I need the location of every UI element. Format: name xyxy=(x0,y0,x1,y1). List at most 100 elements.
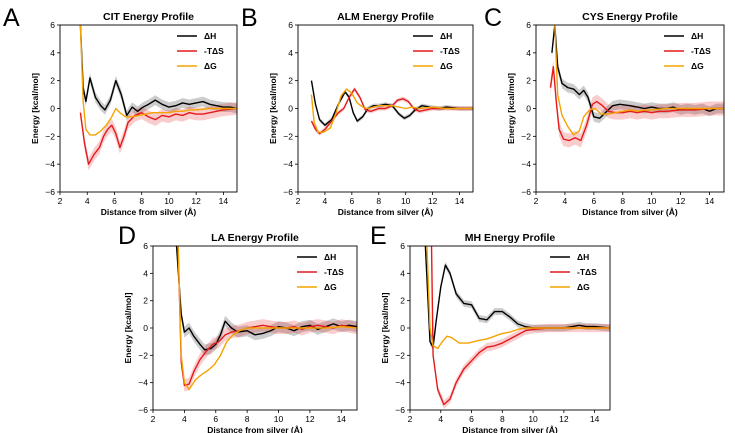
x-tick-label: 14 xyxy=(337,414,347,424)
y-tick-label: −4 xyxy=(45,159,55,169)
legend-label: ΔG xyxy=(204,61,217,71)
x-tick-label: 8 xyxy=(376,196,381,206)
y-tick-label: 2 xyxy=(400,296,405,306)
y-tick-label: 2 xyxy=(288,76,293,86)
series-line-2 xyxy=(177,246,357,391)
series-band-1 xyxy=(550,59,724,148)
x-tick-label: 12 xyxy=(191,196,201,206)
plot-area xyxy=(549,25,724,148)
x-tick-label: 14 xyxy=(219,196,229,206)
x-tick-label: 2 xyxy=(151,414,156,424)
series-band-1 xyxy=(178,246,357,392)
legend-label: ΔG xyxy=(324,282,337,292)
y-tick-label: −2 xyxy=(45,131,55,141)
panel-letter: D xyxy=(118,222,136,250)
legend-label: -TΔS xyxy=(204,46,224,56)
y-tick-label: −2 xyxy=(521,131,531,141)
x-tick-label: 4 xyxy=(438,414,443,424)
x-tick-label: 2 xyxy=(534,196,539,206)
x-tick-label: 4 xyxy=(85,196,90,206)
legend-label: ΔH xyxy=(440,31,452,41)
y-tick-label: −6 xyxy=(283,187,293,197)
y-tick-label: 2 xyxy=(143,296,148,306)
panel-title: CYS Energy Profile xyxy=(582,11,678,23)
x-axis-label: Distance from silver (Å) xyxy=(582,207,678,217)
x-tick-label: 8 xyxy=(620,196,625,206)
y-tick-label: 2 xyxy=(50,76,55,86)
y-tick-label: 6 xyxy=(288,20,293,30)
legend-label: ΔH xyxy=(577,252,589,262)
y-tick-label: 6 xyxy=(143,241,148,251)
y-tick-label: 6 xyxy=(50,20,55,30)
series-line-1 xyxy=(177,246,357,387)
legend-label: -TΔS xyxy=(324,267,344,277)
y-tick-label: 4 xyxy=(288,48,293,58)
x-tick-label: 8 xyxy=(139,196,144,206)
plot-area xyxy=(424,246,610,409)
plot-area xyxy=(79,25,237,171)
y-tick-label: −6 xyxy=(45,187,55,197)
y-tick-label: 2 xyxy=(526,76,531,86)
y-axis-label: Energy [kcal/mol] xyxy=(123,292,133,363)
x-axis-label: Distance from silver (Å) xyxy=(462,425,558,433)
x-tick-label: 2 xyxy=(408,414,413,424)
x-axis-label: Distance from silver (Å) xyxy=(338,207,434,217)
series-line-0 xyxy=(79,25,237,117)
series-line-0 xyxy=(424,246,610,348)
series-band-0 xyxy=(311,78,473,128)
panel-title: LA Energy Profile xyxy=(211,232,299,244)
x-tick-label: 14 xyxy=(705,196,715,206)
x-tick-label: 10 xyxy=(401,196,411,206)
x-tick-label: 12 xyxy=(559,414,569,424)
x-axis-label: Distance from silver (Å) xyxy=(101,207,197,217)
series-band-0 xyxy=(425,246,610,351)
y-tick-label: 6 xyxy=(400,241,405,251)
y-tick-label: −6 xyxy=(395,405,405,415)
x-tick-label: 10 xyxy=(164,196,174,206)
legend-label: ΔH xyxy=(691,31,703,41)
panel-title: MH Energy Profile xyxy=(465,232,556,244)
x-tick-label: 2 xyxy=(296,196,301,206)
panel-letter: B xyxy=(241,4,258,32)
panel-letter: E xyxy=(370,222,387,250)
x-tick-label: 6 xyxy=(349,196,354,206)
y-tick-label: −6 xyxy=(138,405,148,415)
legend-label: ΔG xyxy=(691,61,704,71)
x-tick-label: 10 xyxy=(528,414,538,424)
legend-label: -TΔS xyxy=(440,46,460,56)
y-tick-label: 4 xyxy=(526,48,531,58)
x-tick-label: 4 xyxy=(323,196,328,206)
x-tick-label: 12 xyxy=(428,196,438,206)
x-tick-label: 12 xyxy=(305,414,315,424)
plot-area xyxy=(175,246,357,392)
series-line-1 xyxy=(79,107,237,165)
y-tick-label: −2 xyxy=(138,350,148,360)
legend-label: ΔH xyxy=(324,252,336,262)
y-tick-label: 0 xyxy=(526,104,531,114)
y-tick-label: 4 xyxy=(143,268,148,278)
y-axis-label: Energy [kcal/mol] xyxy=(268,73,278,144)
y-axis-label: Energy [kcal/mol] xyxy=(380,292,390,363)
x-tick-label: 8 xyxy=(500,414,505,424)
series-band-0 xyxy=(551,25,724,124)
x-tick-label: 14 xyxy=(455,196,465,206)
y-tick-label: −6 xyxy=(521,187,531,197)
x-tick-label: 6 xyxy=(112,196,117,206)
series-line-1 xyxy=(310,88,473,135)
series-line-2 xyxy=(79,25,237,136)
x-tick-label: 6 xyxy=(591,196,596,206)
legend-label: -TΔS xyxy=(577,267,597,277)
x-tick-label: 4 xyxy=(182,414,187,424)
legend-label: ΔG xyxy=(577,282,590,292)
x-tick-label: 6 xyxy=(469,414,474,424)
x-tick-label: 6 xyxy=(213,414,218,424)
panel-letter: C xyxy=(484,4,502,32)
series-line-2 xyxy=(554,25,724,136)
y-tick-label: 0 xyxy=(143,323,148,333)
panel-title: CIT Energy Profile xyxy=(103,11,194,23)
y-axis-label: Energy [kcal/mol] xyxy=(30,73,40,144)
y-tick-label: −4 xyxy=(138,378,148,388)
